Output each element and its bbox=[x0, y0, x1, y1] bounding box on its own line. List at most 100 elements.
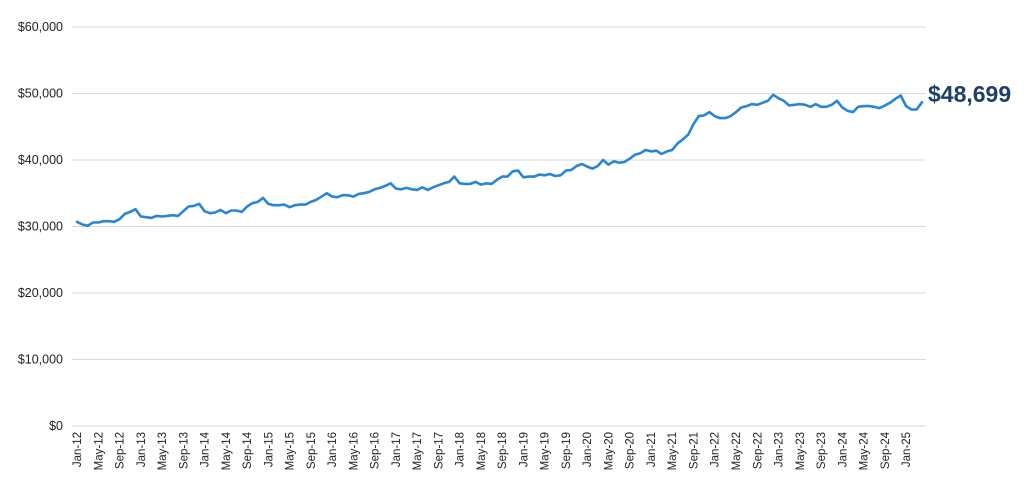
data-point bbox=[799, 103, 801, 105]
x-tick-label: Jan-15 bbox=[263, 432, 275, 467]
data-point bbox=[677, 142, 679, 144]
data-point bbox=[156, 215, 158, 217]
x-tick-label: May-14 bbox=[221, 431, 233, 470]
x-tick-label: Jan-20 bbox=[582, 432, 594, 467]
x-tick-label: Sep-18 bbox=[497, 432, 509, 469]
data-point bbox=[405, 187, 407, 189]
x-tick-label: May-24 bbox=[859, 431, 871, 470]
data-point bbox=[246, 206, 248, 208]
data-point bbox=[251, 202, 253, 204]
y-tick-label: $30,000 bbox=[18, 220, 63, 234]
data-point bbox=[783, 100, 785, 102]
x-tick-label: Jan-13 bbox=[136, 432, 148, 467]
data-point bbox=[294, 204, 296, 206]
data-point bbox=[421, 186, 423, 188]
data-point bbox=[708, 111, 710, 113]
data-point bbox=[108, 220, 110, 222]
data-point bbox=[714, 115, 716, 117]
data-point bbox=[592, 168, 594, 170]
x-tick-label: Sep-19 bbox=[561, 432, 573, 469]
data-point bbox=[650, 150, 652, 152]
data-point bbox=[225, 212, 227, 214]
data-point bbox=[469, 183, 471, 185]
x-tick-label: Jan-14 bbox=[200, 431, 212, 467]
data-point bbox=[719, 117, 721, 119]
data-point bbox=[597, 165, 599, 167]
x-tick-label: May-19 bbox=[540, 432, 552, 470]
data-point bbox=[283, 204, 285, 206]
data-point bbox=[363, 192, 365, 194]
x-tick-label: Jan-24 bbox=[837, 431, 849, 467]
data-point bbox=[437, 184, 439, 186]
data-point bbox=[682, 138, 684, 140]
data-point bbox=[134, 208, 136, 210]
data-point bbox=[501, 176, 503, 178]
data-point bbox=[767, 100, 769, 102]
data-point bbox=[698, 115, 700, 117]
data-point bbox=[384, 185, 386, 187]
data-point bbox=[623, 161, 625, 163]
x-tick-label: Sep-12 bbox=[115, 432, 127, 469]
data-point bbox=[124, 213, 126, 215]
data-point bbox=[836, 100, 838, 102]
data-point bbox=[166, 215, 168, 217]
data-point bbox=[570, 169, 572, 171]
x-tick-label: Sep-15 bbox=[306, 432, 318, 469]
y-tick-label: $40,000 bbox=[18, 153, 63, 167]
data-point bbox=[299, 204, 301, 206]
data-point bbox=[756, 104, 758, 106]
data-point bbox=[873, 106, 875, 108]
data-point bbox=[150, 217, 152, 219]
y-axis: $0 $10,000 $20,000 $30,000 $40,000 $50,000 $60… bbox=[18, 20, 63, 433]
data-point bbox=[544, 174, 546, 176]
y-tick-label: $20,000 bbox=[18, 286, 63, 300]
data-point bbox=[358, 193, 360, 195]
data-point bbox=[326, 192, 328, 194]
data-point bbox=[878, 107, 880, 109]
data-point bbox=[629, 158, 631, 160]
data-point bbox=[459, 182, 461, 184]
data-point bbox=[347, 194, 349, 196]
data-point bbox=[916, 108, 918, 110]
data-point bbox=[177, 215, 179, 217]
data-point bbox=[368, 191, 370, 193]
x-tick-label: Jan-25 bbox=[901, 432, 913, 467]
data-point bbox=[740, 106, 742, 108]
data-point bbox=[262, 197, 264, 199]
data-point bbox=[140, 216, 142, 218]
data-point bbox=[87, 225, 89, 227]
data-point bbox=[528, 176, 530, 178]
x-tick-label: Jan-12 bbox=[72, 432, 84, 467]
data-point bbox=[549, 173, 551, 175]
data-point bbox=[81, 224, 83, 226]
x-tick-label: Sep-17 bbox=[433, 432, 445, 469]
data-point bbox=[655, 150, 657, 152]
data-point bbox=[475, 181, 477, 183]
x-tick-label: Sep-13 bbox=[178, 432, 190, 469]
data-point bbox=[331, 196, 333, 198]
data-point bbox=[342, 194, 344, 196]
data-point bbox=[188, 206, 190, 208]
data-point bbox=[485, 182, 487, 184]
data-point bbox=[172, 214, 174, 216]
y-tick-label: $10,000 bbox=[18, 353, 63, 367]
data-point bbox=[581, 163, 583, 165]
data-point bbox=[894, 98, 896, 100]
data-point bbox=[76, 221, 78, 223]
x-tick-label: May-12 bbox=[93, 432, 105, 470]
data-point bbox=[560, 174, 562, 176]
data-point bbox=[230, 210, 232, 212]
data-point bbox=[145, 216, 147, 218]
data-point bbox=[868, 105, 870, 107]
data-point bbox=[129, 211, 131, 213]
data-point bbox=[517, 170, 519, 172]
data-point bbox=[352, 196, 354, 198]
data-point bbox=[618, 162, 620, 164]
data-point bbox=[427, 189, 429, 191]
data-point bbox=[241, 211, 243, 213]
data-point bbox=[847, 110, 849, 112]
data-point bbox=[889, 102, 891, 104]
data-point bbox=[586, 166, 588, 168]
x-tick-label: May-18 bbox=[476, 432, 488, 470]
